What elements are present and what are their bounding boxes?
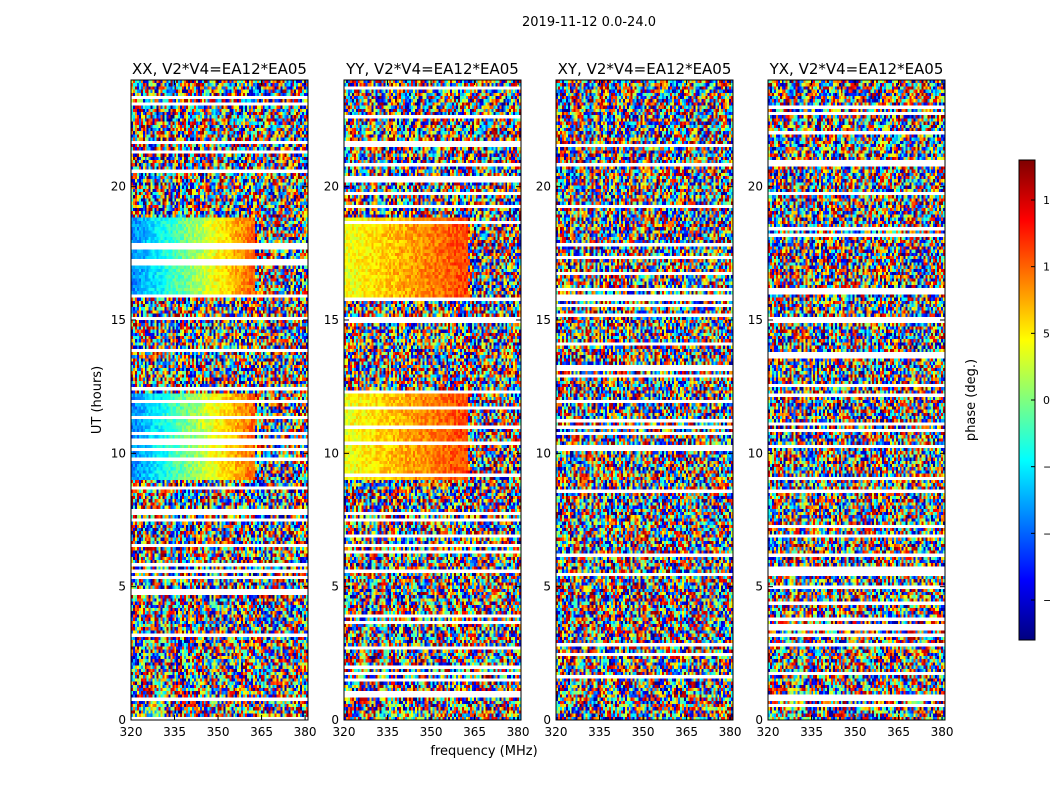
colorbar-tick-label: −50 bbox=[1043, 461, 1050, 474]
x-tick-label: 350 bbox=[420, 725, 443, 739]
y-tick-label: 0 bbox=[331, 713, 339, 727]
x-tick-label: 365 bbox=[887, 725, 910, 739]
x-tick-label: 380 bbox=[507, 725, 530, 739]
y-tick-label: 10 bbox=[536, 446, 551, 460]
x-tick-label: 380 bbox=[294, 725, 317, 739]
x-tick-label: 365 bbox=[250, 725, 273, 739]
heatmap-panel: XX, V2*V4=EA12*EA05 320 335 350 365 380 0 5 10 15… bbox=[111, 60, 317, 739]
panel-title: YY, V2*V4=EA12*EA05 bbox=[345, 60, 519, 78]
x-tick-label: 380 bbox=[719, 725, 742, 739]
y-tick-label: 0 bbox=[755, 713, 763, 727]
y-tick-label: 0 bbox=[118, 713, 126, 727]
colorbar-tick-label: 50 bbox=[1043, 327, 1050, 340]
colorbar-tick-label: 150 bbox=[1043, 194, 1050, 207]
y-tick-label: 5 bbox=[543, 580, 551, 594]
x-tick-label: 320 bbox=[120, 725, 143, 739]
panel-frame bbox=[130, 79, 309, 721]
panel-frame bbox=[555, 79, 734, 721]
heatmap-raster bbox=[131, 80, 308, 720]
heatmap-panel: YX, V2*V4=EA12*EA05 320 335 350 365 380 0 5 10 15… bbox=[748, 60, 954, 739]
y-tick-label: 15 bbox=[324, 313, 339, 327]
heatmap-panel: YY, V2*V4=EA12*EA05 320 335 350 365 380 0 5 10 15… bbox=[324, 60, 530, 739]
x-tick-label: 335 bbox=[163, 725, 186, 739]
y-tick-label: 5 bbox=[755, 580, 763, 594]
y-tick-label: 0 bbox=[543, 713, 551, 727]
x-tick-label: 335 bbox=[376, 725, 399, 739]
panel-title: XX, V2*V4=EA12*EA05 bbox=[132, 60, 307, 78]
panel-title: YX, V2*V4=EA12*EA05 bbox=[769, 60, 944, 78]
y-tick-label: 15 bbox=[536, 313, 551, 327]
heatmap-panels: XX, V2*V4=EA12*EA05 320 335 350 365 380 0 5 10 15… bbox=[111, 60, 954, 739]
x-tick-label: 380 bbox=[931, 725, 954, 739]
panel-frame bbox=[767, 79, 946, 721]
y-tick-label: 5 bbox=[331, 580, 339, 594]
heatmap-raster bbox=[556, 80, 733, 720]
heatmap-raster bbox=[344, 80, 521, 720]
colorbar-tick-label: 0 bbox=[1043, 394, 1050, 407]
heatmap-panel: XY, V2*V4=EA12*EA05 320 335 350 365 380 0 5 10 15… bbox=[536, 60, 742, 739]
x-tick-label: 350 bbox=[844, 725, 867, 739]
x-tick-label: 365 bbox=[675, 725, 698, 739]
x-axis-label: frequency (MHz) bbox=[430, 744, 537, 759]
y-tick-label: 15 bbox=[111, 313, 126, 327]
panel-title: XY, V2*V4=EA12*EA05 bbox=[558, 60, 732, 78]
y-tick-label: 20 bbox=[111, 180, 126, 194]
y-tick-label: 10 bbox=[111, 446, 126, 460]
colorbar-tick-label: 100 bbox=[1043, 261, 1050, 274]
y-tick-label: 10 bbox=[748, 446, 763, 460]
x-tick-label: 335 bbox=[588, 725, 611, 739]
x-tick-label: 350 bbox=[207, 725, 230, 739]
x-tick-label: 320 bbox=[333, 725, 356, 739]
x-tick-label: 350 bbox=[632, 725, 655, 739]
y-tick-label: 10 bbox=[324, 446, 339, 460]
panel-frame bbox=[343, 79, 522, 721]
y-tick-label: 20 bbox=[536, 180, 551, 194]
figure-suptitle: 2019-11-12 0.0-24.0 bbox=[522, 15, 656, 30]
x-tick-label: 335 bbox=[800, 725, 823, 739]
y-axis-label: UT (hours) bbox=[90, 366, 105, 434]
colorbar-label: phase (deg.) bbox=[964, 359, 979, 441]
colorbar-tick-label: −100 bbox=[1043, 527, 1050, 540]
x-tick-label: 365 bbox=[463, 725, 486, 739]
x-tick-label: 320 bbox=[545, 725, 568, 739]
y-tick-label: 20 bbox=[324, 180, 339, 194]
colorbar-tick-label: −150 bbox=[1043, 594, 1050, 607]
y-tick-label: 15 bbox=[748, 313, 763, 327]
y-tick-label: 20 bbox=[748, 180, 763, 194]
x-tick-label: 320 bbox=[757, 725, 780, 739]
heatmap-raster bbox=[768, 80, 945, 720]
y-tick-label: 5 bbox=[118, 580, 126, 594]
